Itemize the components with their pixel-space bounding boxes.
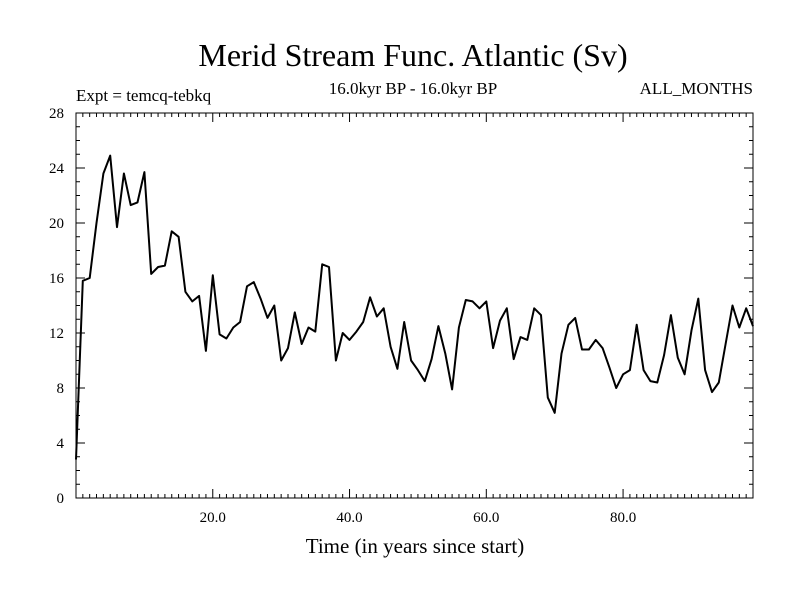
x-tick-label: 40.0	[336, 510, 362, 526]
x-tick-label: 20.0	[200, 510, 226, 526]
x-tick-label: 80.0	[610, 510, 636, 526]
x-axis-label: Time (in years since start)	[306, 534, 525, 558]
y-tick-label: 16	[49, 271, 65, 287]
plot-frame	[75, 112, 754, 499]
y-tick-label: 12	[49, 326, 64, 342]
experiment-label: Expt = temcq-tebkq	[76, 86, 212, 105]
series-line	[75, 154, 754, 460]
chart-subtitle: 16.0kyr BP - 16.0kyr BP	[329, 79, 497, 98]
y-tick-label: 8	[57, 381, 65, 397]
y-tick-label: 28	[49, 106, 64, 122]
series-layer	[75, 154, 754, 460]
months-label: ALL_MONTHS	[640, 79, 753, 98]
y-tick-label: 24	[49, 161, 65, 177]
y-tick-label: 0	[57, 491, 65, 507]
y-tick-label: 4	[57, 436, 65, 452]
x-tick-label: 60.0	[473, 510, 499, 526]
axes: 20.0 40.0 60.0 80.0 0 4 8 12 16 20 24 28	[49, 106, 754, 526]
y-tick-label: 20	[49, 216, 64, 232]
chart-title: Merid Stream Func. Atlantic (Sv)	[198, 37, 627, 73]
